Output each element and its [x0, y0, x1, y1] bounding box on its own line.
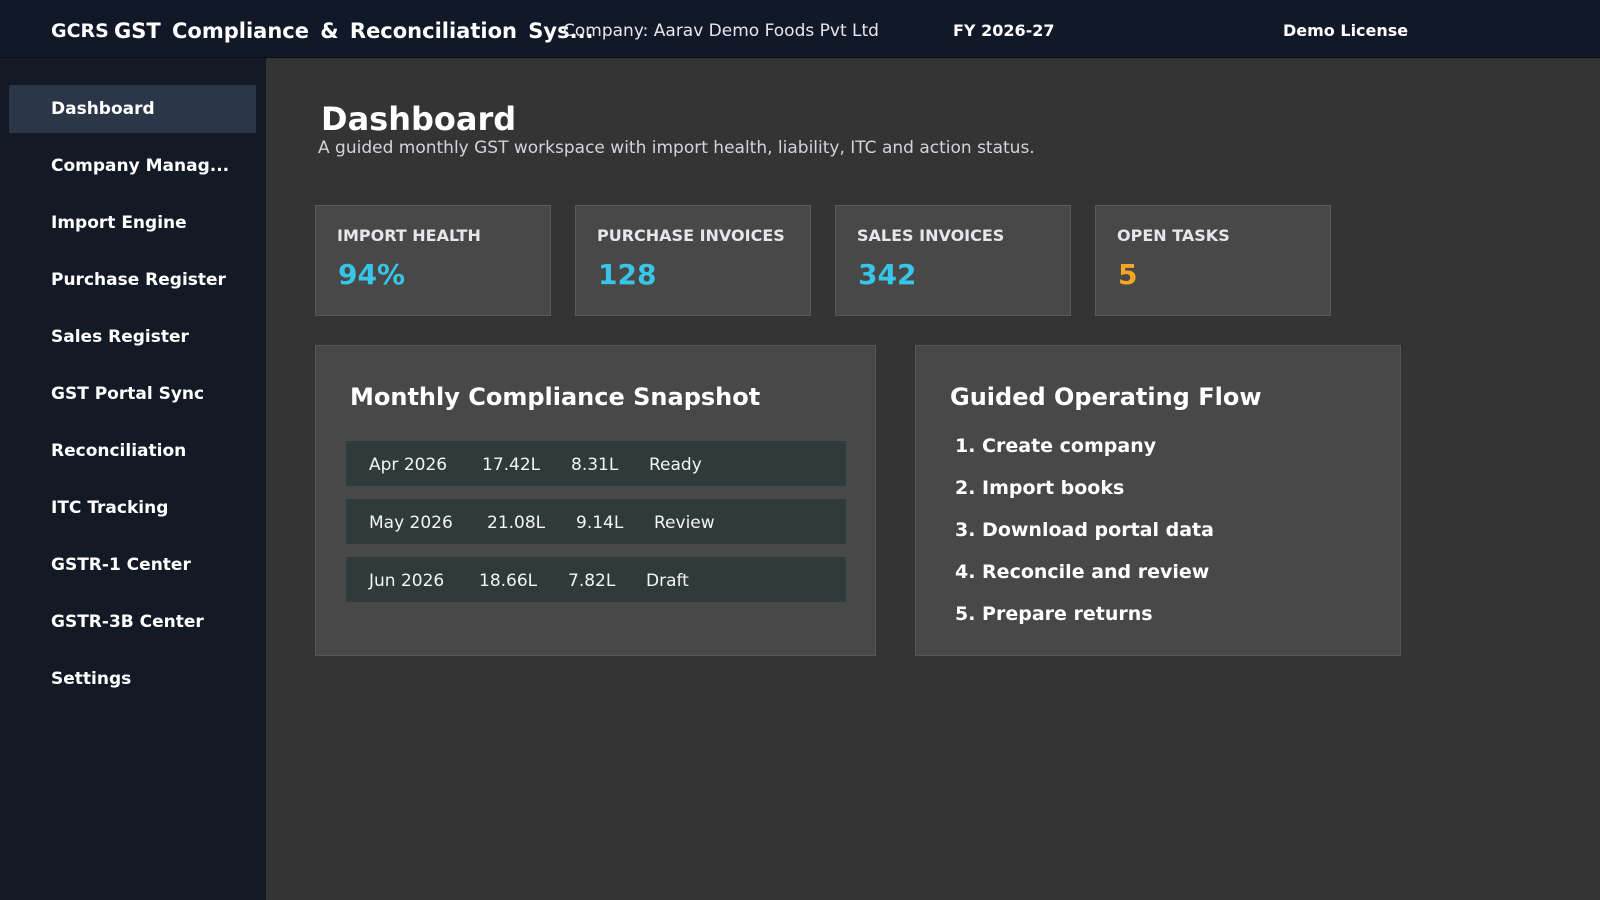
- sidebar-item-reconciliation[interactable]: Reconciliation: [51, 441, 187, 461]
- snapshot-status: Draft: [646, 571, 689, 591]
- snapshot-value-2: 9.14L: [576, 513, 624, 533]
- stat-card-import-health: IMPORT HEALTH 94%: [315, 205, 551, 316]
- sidebar-item-gstr1-center[interactable]: GSTR-1 Center: [51, 555, 191, 575]
- flow-step: 2. Import books: [955, 477, 1125, 499]
- snapshot-month: May 2026: [369, 513, 453, 533]
- stat-value: 94%: [338, 258, 406, 291]
- brand-code: GCRS: [51, 20, 109, 42]
- panel-title: Guided Operating Flow: [950, 383, 1262, 411]
- sidebar-item-sales-register[interactable]: Sales Register: [51, 327, 189, 347]
- sidebar-item-purchase-register[interactable]: Purchase Register: [51, 270, 226, 290]
- sidebar-item-settings[interactable]: Settings: [51, 669, 132, 689]
- flow-step: 4. Reconcile and review: [955, 561, 1210, 583]
- sidebar-item-gst-portal-sync[interactable]: GST Portal Sync: [51, 384, 205, 404]
- sidebar-item-gstr3b-center[interactable]: GSTR-3B Center: [51, 612, 204, 632]
- snapshot-value-2: 7.82L: [568, 571, 616, 591]
- stat-label: SALES INVOICES: [857, 226, 1005, 245]
- compliance-snapshot-panel: Monthly Compliance Snapshot Apr 2026 17.…: [315, 345, 876, 656]
- app-title: GST Compliance & Reconciliation Sys...: [114, 19, 594, 43]
- snapshot-row[interactable]: May 2026 21.08L 9.14L Review: [346, 499, 846, 544]
- snapshot-value-1: 17.42L: [482, 455, 541, 475]
- stat-value: 342: [858, 258, 917, 291]
- flow-step: 1. Create company: [955, 435, 1157, 457]
- stat-card-open-tasks: OPEN TASKS 5: [1095, 205, 1331, 316]
- sidebar: Dashboard Company Manag... Import Engine…: [0, 58, 266, 900]
- snapshot-value-1: 21.08L: [487, 513, 546, 533]
- stat-value: 5: [1118, 258, 1138, 291]
- flow-step: 3. Download portal data: [955, 519, 1214, 541]
- snapshot-value-1: 18.66L: [479, 571, 538, 591]
- stat-label: OPEN TASKS: [1117, 226, 1230, 245]
- stat-card-sales-invoices: SALES INVOICES 342: [835, 205, 1071, 316]
- page-title: Dashboard: [321, 100, 517, 138]
- snapshot-month: Apr 2026: [369, 455, 448, 475]
- page-subtitle: A guided monthly GST workspace with impo…: [318, 138, 1035, 158]
- panel-title: Monthly Compliance Snapshot: [350, 383, 761, 411]
- snapshot-value-2: 8.31L: [571, 455, 619, 475]
- stat-value: 128: [598, 258, 657, 291]
- snapshot-status: Review: [654, 513, 715, 533]
- sidebar-item-import-engine[interactable]: Import Engine: [51, 213, 187, 233]
- snapshot-month: Jun 2026: [369, 571, 445, 591]
- top-bar: GCRS GST Compliance & Reconciliation Sys…: [0, 0, 1600, 58]
- sidebar-item-itc-tracking[interactable]: ITC Tracking: [51, 498, 169, 518]
- guided-flow-panel: Guided Operating Flow 1. Create company …: [915, 345, 1401, 656]
- license-badge: Demo License: [1283, 21, 1409, 40]
- stat-card-purchase-invoices: PURCHASE INVOICES 128: [575, 205, 811, 316]
- company-name: Company: Aarav Demo Foods Pvt Ltd: [563, 21, 879, 41]
- fiscal-year: FY 2026-27: [953, 21, 1055, 40]
- snapshot-status: Ready: [649, 455, 702, 475]
- sidebar-item-company-management[interactable]: Company Manag...: [51, 156, 230, 176]
- flow-step: 5. Prepare returns: [955, 603, 1153, 625]
- snapshot-row[interactable]: Jun 2026 18.66L 7.82L Draft: [346, 557, 846, 602]
- stat-label: PURCHASE INVOICES: [597, 226, 785, 245]
- sidebar-item-dashboard[interactable]: Dashboard: [9, 85, 256, 133]
- stat-label: IMPORT HEALTH: [337, 226, 481, 245]
- snapshot-row[interactable]: Apr 2026 17.42L 8.31L Ready: [346, 441, 846, 486]
